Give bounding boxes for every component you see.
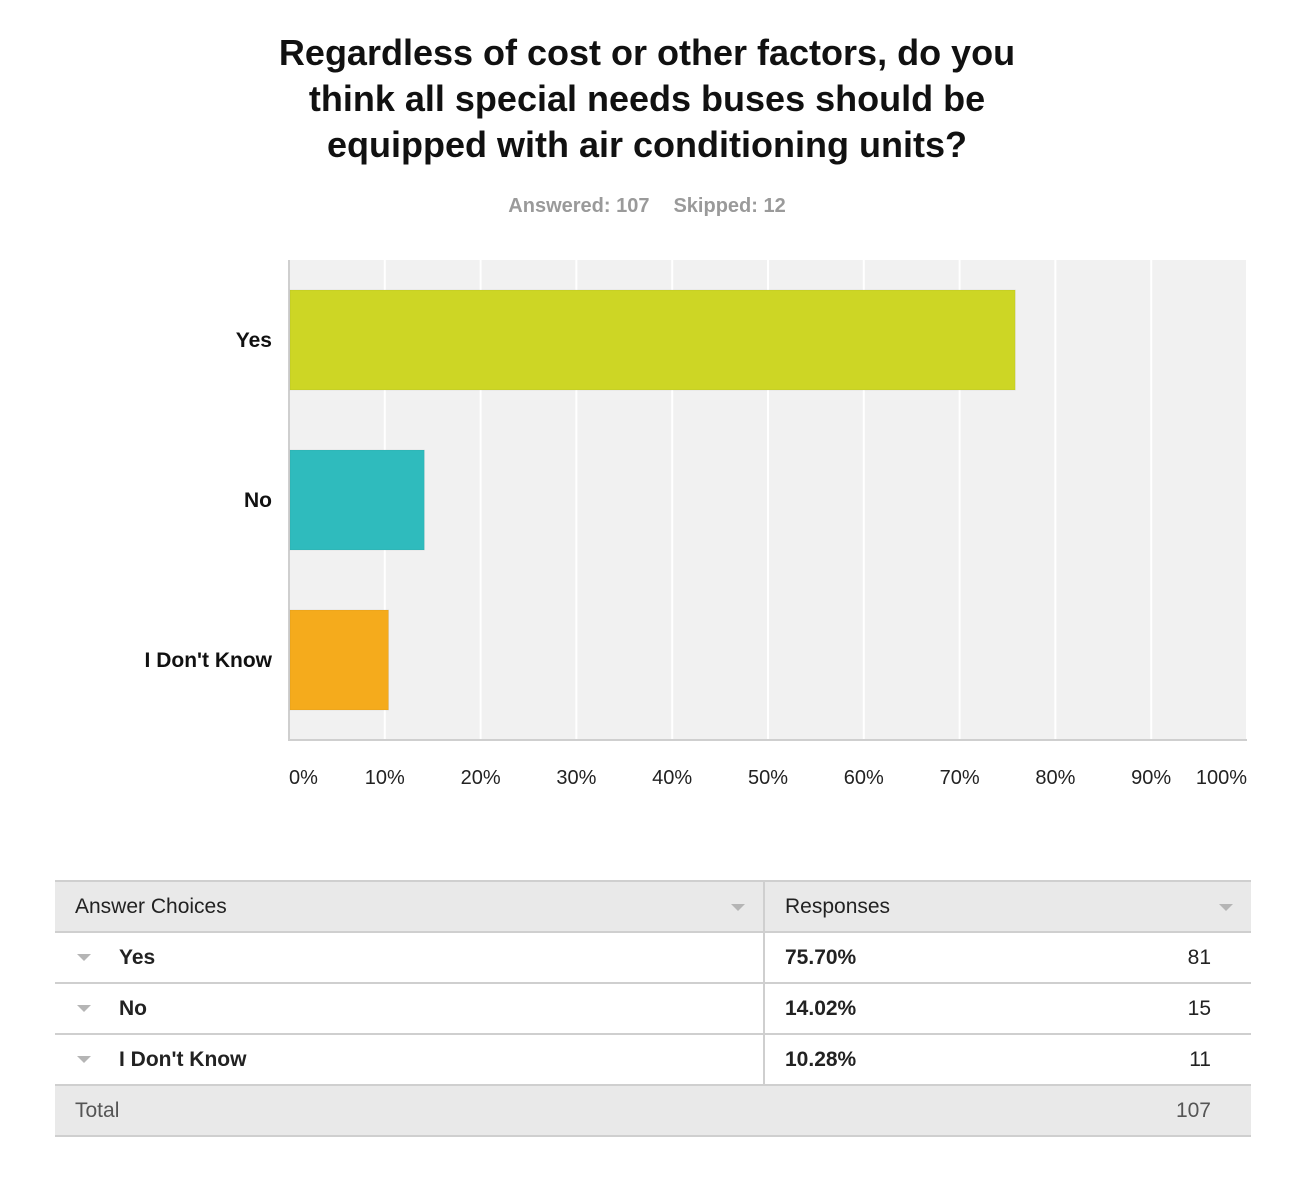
total-label: Total bbox=[75, 1098, 120, 1122]
bar-yes bbox=[289, 289, 1016, 391]
bar-no bbox=[289, 449, 425, 551]
header-responses[interactable]: Responses bbox=[764, 880, 1251, 933]
table-row: Yes 75.70% 81 bbox=[55, 932, 1251, 984]
choice-label: Yes bbox=[119, 945, 156, 969]
response-percent: 10.28% bbox=[785, 1047, 857, 1071]
question-title: Regardless of cost or other factors, do … bbox=[0, 30, 1294, 168]
response-percent: 75.70% bbox=[785, 945, 857, 969]
responses-table: Answer Choices Responses Yes 75.70% 81 No… bbox=[55, 880, 1251, 1137]
expand-caret-icon[interactable] bbox=[77, 1005, 91, 1013]
table-row: No 14.02% 15 bbox=[55, 983, 1251, 1035]
total-row: Total 107 bbox=[55, 1085, 1251, 1137]
bar-i-don-t-know bbox=[289, 609, 389, 711]
response-percent: 14.02% bbox=[785, 996, 857, 1020]
skipped-count: Skipped: 12 bbox=[673, 195, 786, 217]
category-label: No bbox=[244, 489, 272, 512]
choice-label: No bbox=[119, 996, 147, 1020]
response-stats: Answered: 107 Skipped: 12 bbox=[0, 195, 1294, 218]
x-tick-label: 10% bbox=[365, 767, 405, 789]
response-count: 15 bbox=[1187, 997, 1211, 1020]
x-tick-label: 30% bbox=[556, 767, 596, 789]
x-tick-label: 60% bbox=[844, 767, 884, 789]
bar-chart: 0% 10% 20% 30% 40% 50% 60% 70% 80% 90% 100% Yes No I … bbox=[145, 260, 1248, 789]
expand-caret-icon[interactable] bbox=[77, 1056, 91, 1064]
header-answer-choices[interactable]: Answer Choices bbox=[55, 880, 765, 933]
choice-label: I Don't Know bbox=[119, 1047, 247, 1071]
sort-caret-icon[interactable] bbox=[1219, 904, 1233, 911]
x-tick-label: 50% bbox=[748, 767, 788, 789]
table-header: Answer Choices Responses bbox=[55, 880, 1251, 933]
title-line: Regardless of cost or other factors, do … bbox=[278, 32, 1016, 73]
x-tick-label: 20% bbox=[461, 767, 501, 789]
x-tick-label: 0% bbox=[289, 767, 318, 789]
sort-caret-icon[interactable] bbox=[731, 904, 745, 911]
x-tick-label: 90% bbox=[1131, 767, 1171, 789]
table-row: I Don't Know 10.28% 11 bbox=[55, 1034, 1251, 1086]
x-tick-label: 100% bbox=[1196, 767, 1247, 789]
x-tick-label: 70% bbox=[940, 767, 980, 789]
x-tick-label: 40% bbox=[652, 767, 692, 789]
category-label: Yes bbox=[236, 329, 272, 352]
response-count: 81 bbox=[1187, 946, 1211, 969]
title-line: equipped with air conditioning units? bbox=[327, 124, 967, 165]
answered-count: Answered: 107 bbox=[508, 195, 650, 217]
header-label: Responses bbox=[785, 894, 891, 918]
title-line: think all special needs buses should be bbox=[308, 78, 986, 119]
x-tick-label: 80% bbox=[1035, 767, 1075, 789]
response-count: 11 bbox=[1189, 1048, 1211, 1071]
total-value: 107 bbox=[1175, 1099, 1211, 1122]
header-label: Answer Choices bbox=[75, 894, 227, 918]
expand-caret-icon[interactable] bbox=[77, 954, 91, 962]
category-label: I Don't Know bbox=[145, 649, 273, 672]
